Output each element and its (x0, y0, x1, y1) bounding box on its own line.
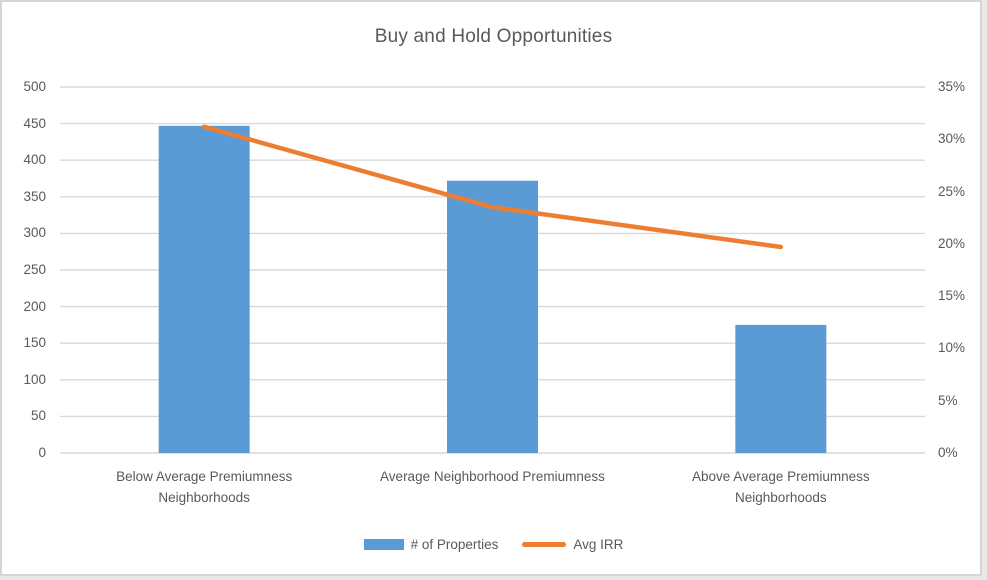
secondary-y-axis-tick-label: 30% (938, 131, 966, 147)
secondary-y-axis-tick-label: 5% (938, 392, 958, 408)
y-axis-tick-label: 100 (23, 371, 46, 387)
y-axis-tick-label: 450 (23, 115, 46, 131)
secondary-y-axis-tick-label: 0% (938, 445, 958, 460)
bar-# of Properties[interactable] (447, 180, 538, 454)
y-axis-tick-label: 250 (23, 262, 46, 277)
secondary-y-axis-tick-label: 35% (938, 79, 966, 94)
x-axis-category-label-line: Neighborhoods (158, 490, 250, 505)
y-axis-tick-label: 200 (23, 298, 46, 314)
legend-item-irr[interactable]: Avg IRR (522, 537, 623, 552)
bar-# of Properties[interactable] (735, 324, 827, 453)
x-axis-category-label-line: Average Neighborhood Premiumness (380, 469, 605, 484)
y-axis-tick-label: 150 (23, 335, 46, 351)
line-Avg IRR[interactable] (201, 124, 784, 250)
y-axis-tick-label: 50 (30, 408, 46, 424)
y-axis-tick-label: 400 (23, 152, 46, 168)
x-axis-category-label: Above Average Premiumness Neighborhoods (621, 466, 941, 508)
x-axis-category-label-line: Neighborhoods (735, 490, 827, 505)
y-axis-tick-label: 350 (23, 188, 46, 204)
y-axis-tick-label: 0 (38, 445, 46, 460)
legend-item-properties[interactable]: # of Properties (363, 537, 499, 552)
secondary-y-axis-tick-label: 15% (938, 288, 966, 304)
x-axis-category-label-line: Below Average Premiumness (116, 469, 293, 484)
bar-# of Properties[interactable] (158, 125, 250, 454)
secondary-y-axis-tick-label: 10% (938, 340, 966, 356)
x-axis-category-label: Average Neighborhood Premiumness (333, 466, 653, 487)
legend-label-irr: Avg IRR (573, 537, 624, 552)
secondary-y-axis-tick-label: 20% (938, 235, 966, 251)
legend: # of Properties Avg IRR (0, 537, 987, 552)
legend-label-properties: # of Properties (410, 537, 499, 552)
bar-swatch-icon (363, 539, 404, 550)
secondary-y-axis-tick-label: 25% (938, 183, 966, 199)
y-axis-tick-label: 500 (23, 79, 46, 94)
x-axis-category-label: Below Average Premiumness Neighborhoods (44, 466, 364, 508)
x-axis-category-label-line: Above Average Premiumness (692, 469, 870, 484)
line-swatch-icon (522, 542, 567, 547)
chart-title: Buy and Hold Opportunities (374, 26, 613, 47)
y-axis-tick-label: 300 (23, 225, 46, 241)
